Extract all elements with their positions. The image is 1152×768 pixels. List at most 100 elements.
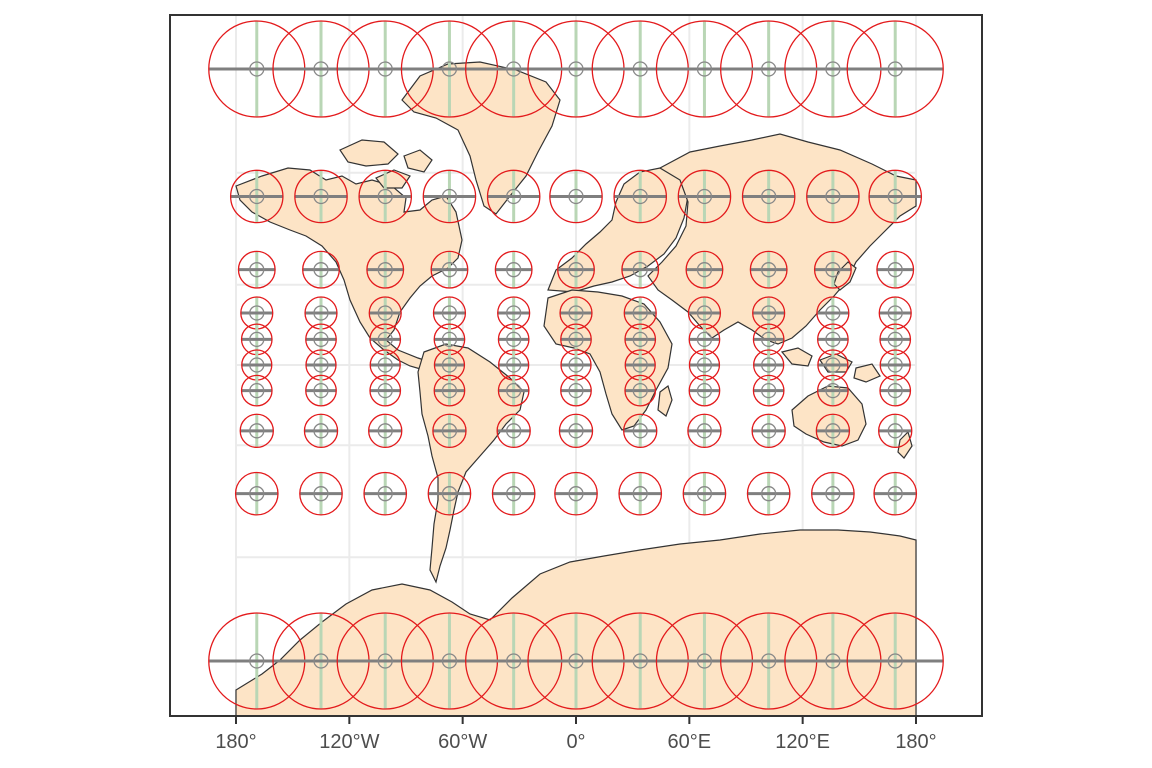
indicatrix-circle bbox=[433, 374, 466, 407]
tissot-indicatrix bbox=[549, 169, 603, 224]
tissot-indicatrix bbox=[369, 374, 402, 407]
tissot-indicatrix bbox=[229, 169, 284, 224]
indicatrix-center-circle bbox=[632, 653, 648, 669]
indicatrix-center-circle bbox=[696, 331, 713, 348]
indicatrix-center-circle bbox=[506, 331, 522, 348]
indicatrix-center-circle bbox=[313, 357, 329, 373]
indicatrix-center-circle bbox=[568, 486, 584, 502]
indicatrix-circle bbox=[368, 413, 403, 449]
indicatrix-circle bbox=[422, 169, 477, 224]
indicatrix-center-circle bbox=[377, 382, 393, 399]
indicatrix-circle bbox=[496, 413, 531, 449]
indicatrix-center-circle bbox=[825, 331, 841, 348]
indicatrix-center-circle bbox=[825, 653, 841, 669]
tissot-indicatrix bbox=[618, 471, 663, 516]
indicatrix-circle bbox=[560, 374, 592, 407]
indicatrix-circle bbox=[239, 413, 274, 449]
indicatrix-center-circle bbox=[313, 61, 329, 77]
indicatrix-circle bbox=[751, 413, 786, 449]
indicatrix-circle bbox=[302, 250, 340, 289]
indicatrix-center-circle bbox=[441, 382, 458, 399]
indicatrix-circle bbox=[682, 471, 727, 516]
indicatrix-center-circle bbox=[249, 262, 265, 278]
indicatrix-circle bbox=[557, 250, 595, 289]
tissot-indicatrix bbox=[806, 169, 860, 224]
indicatrix-circle bbox=[366, 250, 405, 289]
indicatrix-center-circle bbox=[632, 262, 648, 278]
indicatrix-circle bbox=[677, 169, 732, 224]
indicatrix-center-circle bbox=[568, 331, 584, 348]
indicatrix-circle bbox=[229, 169, 284, 224]
indicatrix-circle bbox=[234, 471, 279, 516]
indicatrix-center-circle bbox=[377, 305, 393, 321]
indicatrix-center-circle bbox=[761, 188, 777, 205]
indicatrix-center-circle bbox=[632, 423, 648, 439]
indicatrix-center-circle bbox=[313, 188, 329, 205]
indicatrix-center-circle bbox=[825, 423, 841, 439]
tissot-indicatrix bbox=[432, 413, 467, 449]
tissot-indicatrix bbox=[751, 413, 786, 449]
tissot-indicatrix bbox=[433, 374, 466, 407]
tissot-indicatrix bbox=[299, 471, 343, 516]
indicatrix-center-circle bbox=[441, 188, 458, 205]
indicatrix-center-circle bbox=[887, 423, 903, 439]
tissot-indicatrix bbox=[621, 250, 660, 289]
indicatrix-center-circle bbox=[761, 61, 777, 77]
indicatrix-center-circle bbox=[441, 486, 458, 502]
indicatrix-circle bbox=[491, 471, 536, 516]
indicatrix-center-circle bbox=[568, 188, 584, 205]
indicatrix-circle bbox=[685, 250, 724, 289]
indicatrix-circle bbox=[876, 250, 915, 289]
tissot-indicatrix bbox=[685, 250, 724, 289]
tissot-indicatrix bbox=[846, 20, 944, 118]
indicatrix-center-circle bbox=[506, 305, 522, 321]
tissot-indicatrix bbox=[496, 413, 531, 449]
indicatrix-center-circle bbox=[887, 188, 903, 205]
tissot-indicatrix bbox=[557, 250, 595, 289]
indicatrix-center-circle bbox=[696, 357, 713, 373]
indicatrix-center-circle bbox=[377, 423, 393, 439]
indicatrix-center-circle bbox=[506, 653, 522, 669]
indicatrix-circle bbox=[237, 250, 276, 289]
indicatrix-circle bbox=[687, 413, 722, 449]
indicatrix-circle bbox=[741, 169, 796, 224]
x-axis-tick-label: 0° bbox=[566, 731, 585, 753]
indicatrix-center-circle bbox=[696, 188, 713, 205]
tissot-indicatrix bbox=[746, 471, 791, 516]
indicatrix-center-circle bbox=[761, 423, 777, 439]
indicatrix-center-circle bbox=[377, 262, 393, 278]
indicatrix-center-circle bbox=[506, 262, 522, 278]
indicatrix-center-circle bbox=[506, 382, 522, 399]
indicatrix-circle bbox=[817, 374, 849, 407]
indicatrix-circle bbox=[846, 20, 944, 118]
indicatrix-center-circle bbox=[441, 61, 458, 77]
tissot-indicatrix bbox=[240, 374, 273, 407]
indicatrix-center-circle bbox=[377, 653, 393, 669]
tissot-indicatrix bbox=[688, 374, 721, 407]
indicatrix-circle bbox=[811, 471, 855, 516]
indicatrix-center-circle bbox=[887, 357, 903, 373]
indicatrix-center-circle bbox=[568, 61, 584, 77]
indicatrix-center-circle bbox=[696, 423, 713, 439]
indicatrix-center-circle bbox=[249, 653, 265, 669]
indicatrix-center-circle bbox=[825, 486, 841, 502]
indicatrix-circle bbox=[749, 250, 788, 289]
tissot-indicatrix bbox=[239, 413, 274, 449]
x-axis-tick-label: 60°E bbox=[668, 731, 712, 753]
indicatrix-center-circle bbox=[377, 357, 393, 373]
land-madagascar bbox=[657, 384, 673, 417]
tissot-indicatrix bbox=[741, 169, 796, 224]
indicatrix-circle bbox=[549, 169, 603, 224]
indicatrix-center-circle bbox=[696, 305, 713, 321]
indicatrix-center-circle bbox=[696, 486, 713, 502]
indicatrix-center-circle bbox=[696, 61, 713, 77]
indicatrix-circle bbox=[303, 413, 339, 449]
tissot-indicatrix bbox=[624, 374, 657, 407]
tissot-indicatrix bbox=[749, 250, 788, 289]
indicatrix-center-circle bbox=[825, 188, 841, 205]
tissot-indicatrix bbox=[846, 612, 944, 710]
indicatrix-center-circle bbox=[377, 61, 393, 77]
indicatrix-circle bbox=[879, 374, 912, 407]
indicatrix-center-circle bbox=[825, 262, 841, 278]
tissot-indicatrix bbox=[813, 250, 852, 289]
